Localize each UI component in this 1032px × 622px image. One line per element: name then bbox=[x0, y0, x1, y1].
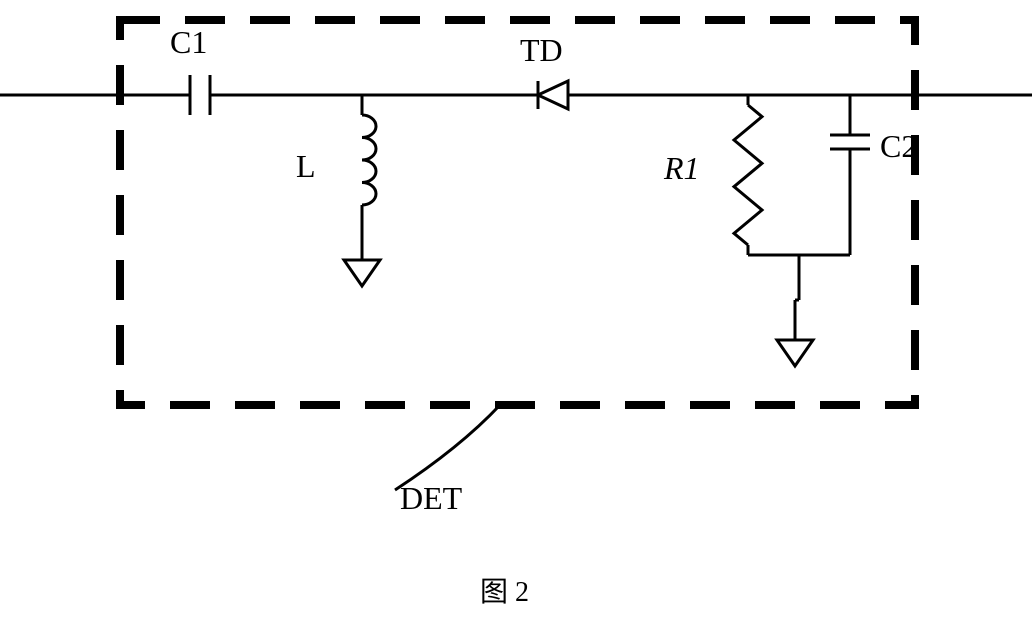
circuit-diagram: C1 TD C2 L R1 DET 图 2 bbox=[0, 0, 1032, 617]
label-td: TD bbox=[520, 32, 563, 69]
label-c2: C2 bbox=[880, 128, 917, 165]
label-c1: C1 bbox=[170, 24, 207, 61]
figure-caption: 图 2 bbox=[480, 570, 529, 610]
label-l: L bbox=[296, 148, 316, 185]
label-r1: R1 bbox=[664, 150, 700, 187]
label-det: DET bbox=[400, 480, 462, 517]
circuit-svg bbox=[0, 0, 1032, 617]
